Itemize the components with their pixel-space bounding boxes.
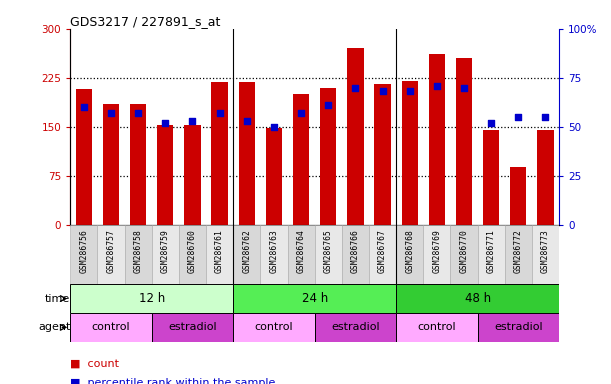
Bar xyxy=(347,48,364,225)
Bar xyxy=(70,284,233,313)
Bar xyxy=(152,225,179,284)
Bar xyxy=(510,167,527,225)
Bar xyxy=(537,130,554,225)
Bar xyxy=(206,225,233,284)
Text: control: control xyxy=(92,322,130,333)
Bar xyxy=(233,284,396,313)
Text: GSM286766: GSM286766 xyxy=(351,229,360,273)
Point xyxy=(405,88,415,94)
Text: ■  count: ■ count xyxy=(70,359,119,369)
Text: GSM286761: GSM286761 xyxy=(215,229,224,273)
Point xyxy=(188,118,197,124)
Text: estradiol: estradiol xyxy=(168,322,217,333)
Bar xyxy=(70,313,152,342)
Bar xyxy=(483,130,499,225)
Text: GSM286764: GSM286764 xyxy=(296,229,306,273)
Text: estradiol: estradiol xyxy=(331,322,379,333)
Bar xyxy=(97,225,125,284)
Text: GSM286773: GSM286773 xyxy=(541,229,550,273)
Bar xyxy=(76,89,92,225)
Text: time: time xyxy=(45,293,70,304)
Bar xyxy=(315,225,342,284)
Text: 48 h: 48 h xyxy=(464,292,491,305)
Point xyxy=(242,118,252,124)
Bar xyxy=(396,225,423,284)
Point xyxy=(486,120,496,126)
Text: agent: agent xyxy=(38,322,70,333)
Bar xyxy=(233,225,260,284)
Bar xyxy=(125,225,152,284)
Text: GSM286769: GSM286769 xyxy=(433,229,441,273)
Bar xyxy=(130,104,146,225)
Bar xyxy=(211,82,228,225)
Bar xyxy=(456,58,472,225)
Point xyxy=(378,88,387,94)
Bar xyxy=(315,313,396,342)
Text: ■  percentile rank within the sample: ■ percentile rank within the sample xyxy=(70,378,276,384)
Bar xyxy=(185,125,200,225)
Text: GSM286770: GSM286770 xyxy=(459,229,469,273)
Point xyxy=(351,84,360,91)
Text: GSM286759: GSM286759 xyxy=(161,229,170,273)
Bar xyxy=(505,225,532,284)
Text: GSM286763: GSM286763 xyxy=(269,229,279,273)
Point xyxy=(296,110,306,116)
Text: GSM286760: GSM286760 xyxy=(188,229,197,273)
Bar xyxy=(401,81,418,225)
Bar xyxy=(396,313,478,342)
Text: GSM286765: GSM286765 xyxy=(324,229,333,273)
Bar xyxy=(375,84,390,225)
Bar xyxy=(423,225,450,284)
Point xyxy=(323,102,333,108)
Point xyxy=(269,124,279,130)
Text: GSM286757: GSM286757 xyxy=(106,229,115,273)
Text: GSM286762: GSM286762 xyxy=(243,229,251,273)
Bar xyxy=(532,225,559,284)
Point xyxy=(513,114,523,120)
Point xyxy=(106,110,116,116)
Text: GSM286756: GSM286756 xyxy=(79,229,89,273)
Bar xyxy=(152,313,233,342)
Bar xyxy=(288,225,315,284)
Bar xyxy=(239,82,255,225)
Bar xyxy=(260,225,288,284)
Bar xyxy=(157,126,174,225)
Point xyxy=(133,110,143,116)
Bar xyxy=(70,225,97,284)
Bar xyxy=(293,94,309,225)
Point xyxy=(459,84,469,91)
Text: GSM286771: GSM286771 xyxy=(487,229,496,273)
Text: GSM286772: GSM286772 xyxy=(514,229,523,273)
Bar xyxy=(478,313,559,342)
Point xyxy=(161,120,170,126)
Bar xyxy=(369,225,396,284)
Text: control: control xyxy=(255,322,293,333)
Bar xyxy=(450,225,478,284)
Bar xyxy=(103,104,119,225)
Point xyxy=(432,83,442,89)
Text: GSM286768: GSM286768 xyxy=(405,229,414,273)
Text: control: control xyxy=(417,322,456,333)
Bar xyxy=(233,313,315,342)
Bar xyxy=(320,88,337,225)
Text: GSM286767: GSM286767 xyxy=(378,229,387,273)
Point xyxy=(79,104,89,110)
Text: GDS3217 / 227891_s_at: GDS3217 / 227891_s_at xyxy=(70,15,221,28)
Bar xyxy=(179,225,206,284)
Text: 24 h: 24 h xyxy=(302,292,327,305)
Point xyxy=(541,114,551,120)
Text: GSM286758: GSM286758 xyxy=(134,229,142,273)
Text: estradiol: estradiol xyxy=(494,322,543,333)
Bar xyxy=(266,128,282,225)
Text: 12 h: 12 h xyxy=(139,292,165,305)
Point xyxy=(214,110,224,116)
Bar xyxy=(478,225,505,284)
Bar xyxy=(342,225,369,284)
Bar xyxy=(396,284,559,313)
Bar xyxy=(429,54,445,225)
